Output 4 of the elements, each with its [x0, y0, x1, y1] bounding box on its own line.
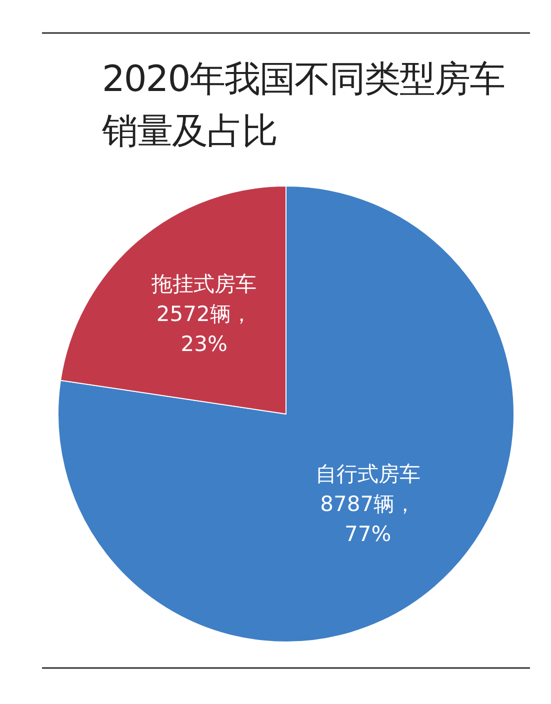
- slice-label: 自行式房车: [315, 462, 420, 486]
- data-label: 8787辆， 77%: [320, 492, 416, 546]
- data-label: 2572辆， 23%: [156, 302, 252, 356]
- slice-label: 拖挂式房车: [150, 272, 257, 296]
